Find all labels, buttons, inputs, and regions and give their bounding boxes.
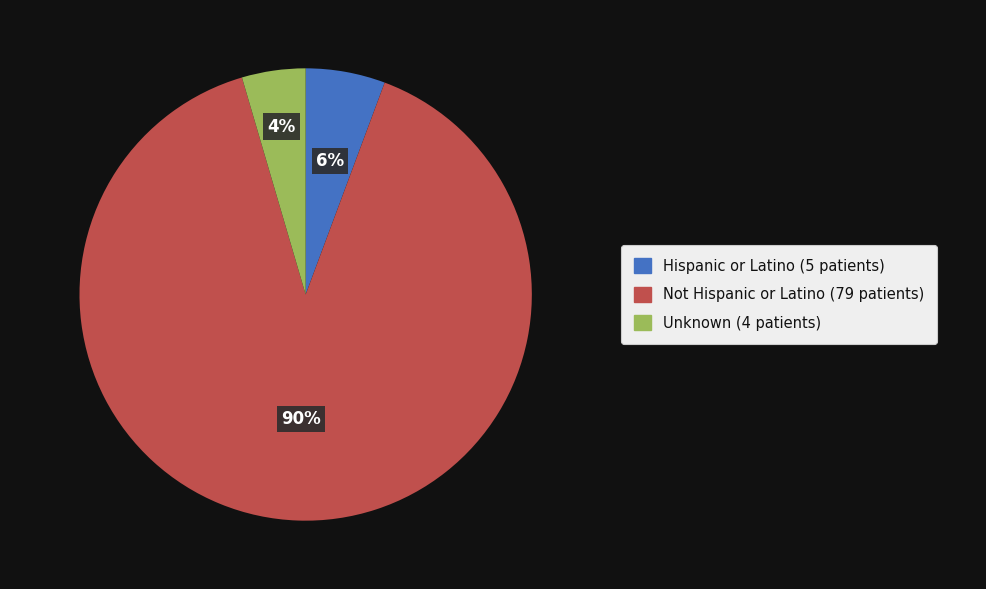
Text: 4%: 4% [267,118,296,135]
Text: 6%: 6% [316,152,344,170]
Wedge shape [80,78,531,521]
Text: 90%: 90% [281,410,321,428]
Legend: Hispanic or Latino (5 patients), Not Hispanic or Latino (79 patients), Unknown (: Hispanic or Latino (5 patients), Not His… [620,245,938,344]
Wedge shape [306,68,385,294]
Wedge shape [242,68,306,294]
